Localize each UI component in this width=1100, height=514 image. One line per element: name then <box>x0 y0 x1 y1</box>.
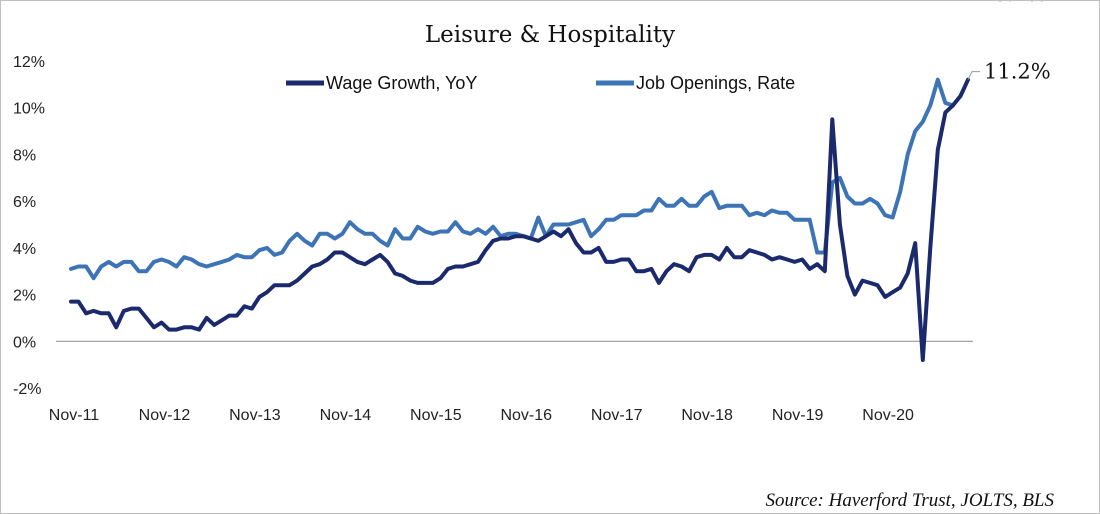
y-tick-label: 4% <box>13 241 36 258</box>
y-tick-label: 10% <box>13 101 45 118</box>
x-tick-label: Nov-17 <box>591 407 643 424</box>
y-tick-label: 0% <box>13 334 36 351</box>
x-tick-label: Nov-20 <box>862 407 914 424</box>
y-tick-label: 12% <box>13 54 45 71</box>
x-tick-label: Nov-18 <box>681 407 733 424</box>
x-tick-label: Nov-11 <box>49 407 99 424</box>
y-axis: -2% 0% 2% 4% 6% 8% 10% 12% <box>13 54 973 398</box>
x-tick-label: Nov-19 <box>772 407 824 424</box>
x-tick-label: Nov-16 <box>500 407 552 424</box>
x-tick-label: Nov-14 <box>320 407 372 424</box>
legend: Wage Growth, YoY Job Openings, Rate <box>286 73 795 93</box>
x-tick-label: Nov-13 <box>229 407 281 424</box>
end-label: 11.2% <box>984 60 1051 84</box>
chart-title: Leisure & Hospitality <box>425 22 675 48</box>
end-label-leader <box>967 71 980 80</box>
series-lines <box>69 77 970 362</box>
y-tick-label: 2% <box>13 288 36 305</box>
y-tick-label: 6% <box>13 194 36 211</box>
series-line <box>69 77 970 362</box>
legend-label: Job Openings, Rate <box>636 73 795 93</box>
x-tick-label: Nov-15 <box>410 407 462 424</box>
x-tick-label: Nov-12 <box>139 407 191 424</box>
end-labels: 11.2% 10.1% <box>967 1 1051 84</box>
x-axis: Nov-11 Nov-12 Nov-13 Nov-14 Nov-15 Nov-16 Nov-… <box>49 407 914 424</box>
source-note: Source: Haverford Trust, JOLTS, BLS <box>766 490 1055 511</box>
series-line <box>69 77 955 281</box>
end-label: 10.1% <box>980 1 1047 6</box>
y-tick-label: -2% <box>13 381 41 398</box>
legend-label: Wage Growth, YoY <box>326 73 477 93</box>
y-tick-label: 8% <box>13 147 36 164</box>
